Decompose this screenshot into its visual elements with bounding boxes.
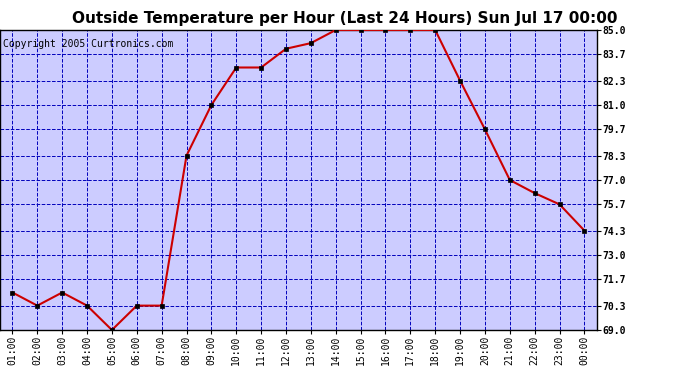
Text: Outside Temperature per Hour (Last 24 Hours) Sun Jul 17 00:00: Outside Temperature per Hour (Last 24 Ho… (72, 11, 618, 26)
Text: Copyright 2005 Curtronics.com: Copyright 2005 Curtronics.com (3, 39, 173, 49)
